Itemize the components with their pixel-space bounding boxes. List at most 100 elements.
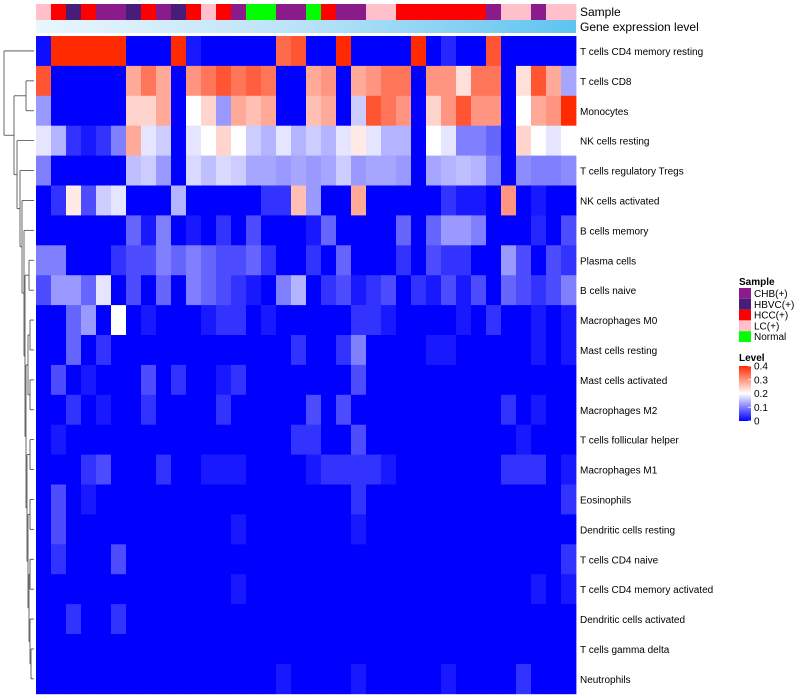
heatmap-cell xyxy=(456,275,472,306)
sample-legend-label: LC(+) xyxy=(754,321,779,332)
heatmap-cell xyxy=(486,394,502,426)
heatmap-cell xyxy=(396,424,412,455)
heatmap-cell xyxy=(366,155,382,186)
heatmap-cell xyxy=(531,36,547,67)
heatmap-cell xyxy=(486,36,502,67)
heatmap-cell xyxy=(171,364,187,396)
annotation-labels: Sample Gene expression level xyxy=(580,5,699,34)
heatmap-cell xyxy=(156,454,172,485)
heatmap-cell xyxy=(111,335,127,366)
heatmap-cell xyxy=(366,95,382,127)
heatmap-cell xyxy=(126,245,142,276)
heatmap-cell xyxy=(156,424,172,455)
heatmap-cell xyxy=(66,305,82,336)
heatmap-cell xyxy=(306,454,322,485)
heatmap-cell xyxy=(441,215,457,246)
heatmap-cell xyxy=(411,245,427,276)
heatmap-cell xyxy=(501,484,517,515)
heatmap-cell xyxy=(111,574,127,605)
heatmap-cell xyxy=(141,215,157,246)
heatmap-cell xyxy=(246,394,262,426)
heatmap-cell xyxy=(306,125,322,156)
heatmap-cell xyxy=(201,604,217,635)
heatmap-cell xyxy=(171,36,187,67)
heatmap-cell xyxy=(111,604,127,635)
heatmap-cell xyxy=(231,155,247,186)
heatmap-cell xyxy=(471,574,487,605)
heatmap-cell xyxy=(231,364,247,396)
heatmap-cell xyxy=(201,335,217,366)
heatmap-cell xyxy=(426,95,442,127)
heatmap-cell xyxy=(426,185,442,216)
heatmap-cell xyxy=(486,245,502,276)
heatmap-cell xyxy=(126,394,142,426)
heatmap-cell xyxy=(216,65,232,97)
heatmap-cell xyxy=(411,604,427,635)
heatmap-cell xyxy=(216,663,232,695)
heatmap-cell xyxy=(246,663,262,695)
heatmap-cell xyxy=(81,275,97,306)
heatmap-cell xyxy=(456,185,472,216)
heatmap-cell xyxy=(546,604,562,635)
heatmap-cell xyxy=(201,125,217,156)
heatmap-cell xyxy=(261,604,277,635)
heatmap-cell xyxy=(456,36,472,67)
heatmap-cell xyxy=(486,424,502,455)
heatmap-cell xyxy=(516,95,532,127)
heatmap-cell xyxy=(141,364,157,396)
sample-annotation-cell xyxy=(51,4,67,20)
heatmap-cell xyxy=(381,574,397,605)
heatmap-cell xyxy=(501,65,517,97)
heatmap-cell xyxy=(306,424,322,455)
heatmap-cell xyxy=(231,335,247,366)
row-label: T cells CD4 memory activated xyxy=(580,585,713,596)
heatmap-cell xyxy=(531,544,547,575)
heatmap-cell xyxy=(561,454,577,485)
heatmap-cell xyxy=(501,155,517,186)
heatmap-cell xyxy=(261,634,277,665)
heatmap-cell xyxy=(51,95,67,127)
heatmap-cell xyxy=(216,215,232,246)
heatmap-cell xyxy=(366,364,382,396)
heatmap-cell xyxy=(141,95,157,127)
heatmap-cell xyxy=(261,125,277,156)
heatmap-cell xyxy=(81,394,97,426)
sample-annotation-cell xyxy=(486,4,502,20)
heatmap-cell xyxy=(396,125,412,156)
heatmap-cell xyxy=(291,544,307,575)
heatmap-cell xyxy=(231,454,247,485)
heatmap-cell xyxy=(456,245,472,276)
heatmap-cell xyxy=(306,305,322,336)
heatmap-cell xyxy=(171,544,187,575)
heatmap-cell xyxy=(261,95,277,127)
heatmap-cell xyxy=(261,245,277,276)
heatmap-cell xyxy=(321,305,337,336)
heatmap-cell xyxy=(441,454,457,485)
heatmap-cell xyxy=(216,305,232,336)
heatmap-cell xyxy=(426,215,442,246)
heatmap-cell xyxy=(231,305,247,336)
heatmap-cell xyxy=(126,95,142,127)
heatmap-cell xyxy=(471,634,487,665)
heatmap-cell xyxy=(456,155,472,186)
heatmap-cell xyxy=(501,185,517,216)
heatmap-cell xyxy=(321,65,337,97)
sample-annotation-cell xyxy=(126,4,142,20)
sample-annotation-cell xyxy=(156,4,172,20)
heatmap-cell xyxy=(426,155,442,186)
heatmap-cell xyxy=(366,275,382,306)
heatmap-cell xyxy=(426,364,442,396)
heatmap-cell xyxy=(231,95,247,127)
heatmap-cell xyxy=(201,454,217,485)
row-label: Monocytes xyxy=(580,107,628,118)
heatmap-cell xyxy=(321,484,337,515)
heatmap-cell xyxy=(516,424,532,455)
heatmap-cell xyxy=(321,275,337,306)
heatmap-cell xyxy=(111,514,127,545)
heatmap-cell xyxy=(396,36,412,67)
heatmap-cell xyxy=(156,65,172,97)
heatmap-cell xyxy=(426,634,442,665)
heatmap-cell xyxy=(231,634,247,665)
heatmap-cell xyxy=(306,394,322,426)
row-label: Plasma cells xyxy=(580,256,636,267)
